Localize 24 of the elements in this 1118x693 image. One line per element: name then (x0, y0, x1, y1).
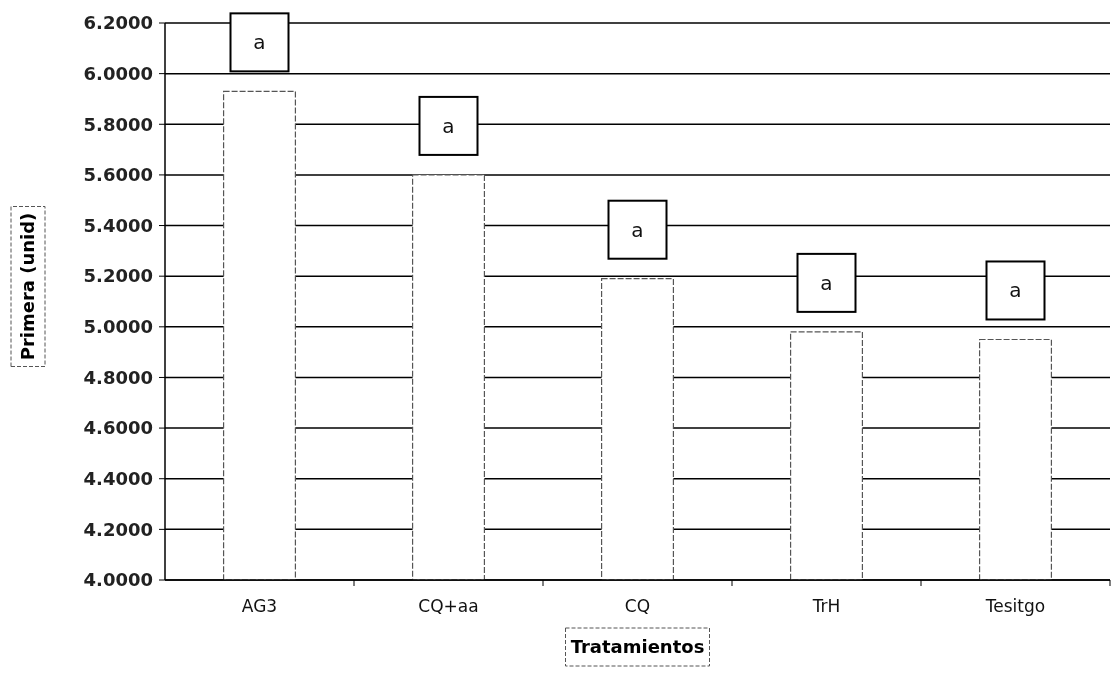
y-tick-label: 4.2000 (83, 518, 153, 540)
y-tick-label: 5.2000 (83, 265, 153, 287)
x-tick-label: TrH (811, 596, 841, 616)
x-tick-label: CQ (624, 596, 651, 616)
y-tick-label: 4.0000 (83, 569, 153, 591)
y-tick-label: 4.4000 (83, 468, 153, 490)
x-axis-title: Tratamientos (570, 636, 705, 658)
annotation: a (1009, 278, 1022, 303)
annotation: a (820, 270, 833, 295)
y-axis-title: Primera (unid) (17, 212, 39, 361)
y-tick-label: 5.4000 (83, 214, 153, 236)
y-tick-label: 4.8000 (83, 366, 153, 388)
annotation: a (442, 113, 455, 138)
y-tick-label: 4.6000 (83, 417, 153, 439)
x-tick-label: CQ+aa (418, 596, 479, 616)
y-tick-label: 5.6000 (83, 164, 153, 186)
annotation: a (631, 217, 644, 242)
y-tick-label: 6.0000 (83, 62, 153, 84)
x-tick-label: AG3 (241, 596, 278, 616)
y-tick-label: 5.0000 (83, 316, 153, 338)
x-tick-label: Tesitgo (984, 596, 1046, 616)
y-tick-label: 5.8000 (83, 113, 153, 135)
y-tick-label: 6.2000 (83, 12, 153, 34)
annotation: a (253, 30, 266, 55)
